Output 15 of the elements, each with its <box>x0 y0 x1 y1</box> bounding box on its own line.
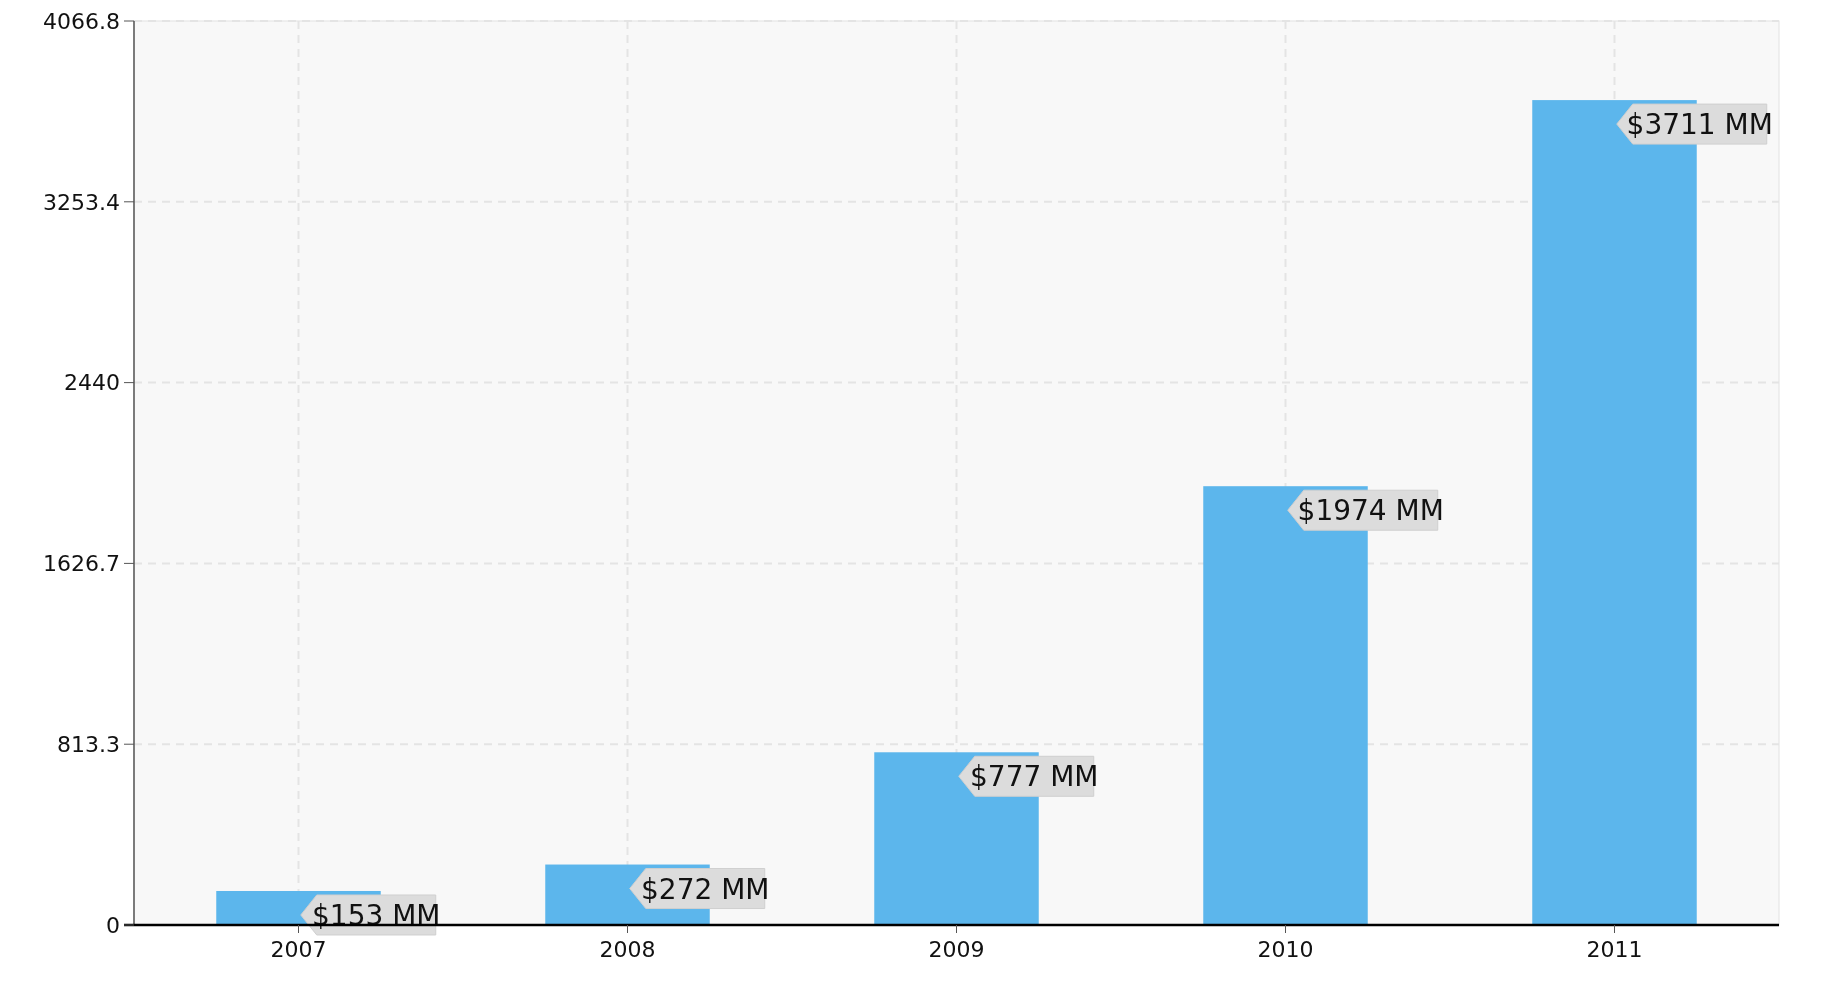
x-tick-label: 2010 <box>1257 937 1314 962</box>
x-tick-label: 2008 <box>599 937 656 962</box>
y-tick-label: 1626.7 <box>43 551 120 577</box>
x-tick-label: 2009 <box>928 937 985 962</box>
y-tick-label: 3253.4 <box>43 189 120 215</box>
data-label: $3711 MM <box>1626 108 1773 142</box>
y-tick-label: 0 <box>106 912 120 938</box>
data-label: $777 MM <box>970 760 1099 794</box>
x-tick-label: 2011 <box>1586 937 1643 962</box>
data-label: $272 MM <box>641 872 770 906</box>
data-label: $1974 MM <box>1297 494 1444 528</box>
x-tick-label: 2007 <box>270 937 327 962</box>
y-tick-label: 813.3 <box>57 731 120 757</box>
y-tick-label: 4066.8 <box>43 8 120 34</box>
y-tick-label: 2440 <box>64 370 120 396</box>
